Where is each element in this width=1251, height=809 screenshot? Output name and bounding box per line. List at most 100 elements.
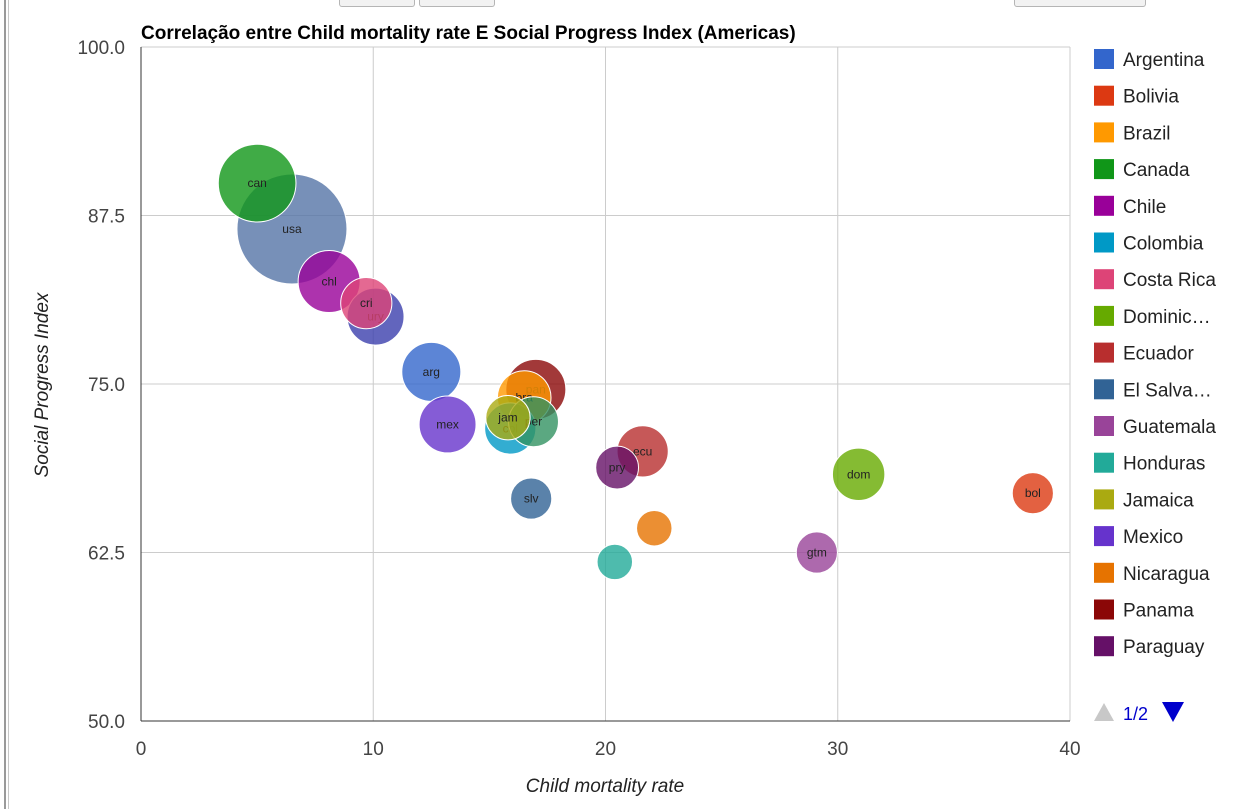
window-frame-inner [8, 0, 9, 809]
gridlines [140, 46, 1071, 722]
bubble-circle[interactable] [1011, 472, 1054, 515]
legend-item[interactable]: Colombia [1094, 232, 1204, 255]
legend-swatch [1094, 195, 1114, 216]
legend-item[interactable]: Brazil [1094, 122, 1171, 144]
bubble-circle[interactable] [795, 531, 838, 574]
legend-swatch [1094, 269, 1114, 290]
legend: Argentina Bolivia Brazil Canada Chile Colombi… [1094, 49, 1216, 658]
bubble-circle[interactable] [636, 510, 673, 547]
legend-item[interactable]: Panama [1094, 599, 1194, 622]
bubble-label: jam [497, 411, 517, 425]
legend-label: Nicaragua [1123, 564, 1210, 585]
y-tick-label: 87.5 [88, 207, 125, 228]
legend-label: Costa Rica [1123, 270, 1216, 291]
legend-swatch [1094, 159, 1114, 180]
bubble-jam[interactable]: jam [485, 395, 531, 441]
legend-swatch [1094, 452, 1114, 473]
legend-item[interactable]: Nicaragua [1094, 562, 1210, 585]
legend-swatch [1094, 562, 1114, 583]
legend-label: Ecuador [1123, 344, 1194, 365]
legend-item[interactable]: Ecuador [1094, 342, 1194, 365]
legend-swatch [1094, 49, 1114, 69]
y-axis-ticks: 50.0 62.5 75.0 87.5 100.0 [77, 38, 125, 733]
bubble-bol[interactable]: bol [1011, 472, 1054, 515]
bubble-circle[interactable] [340, 277, 393, 330]
pager-prev-icon[interactable] [1094, 703, 1114, 721]
bubble-label: usa [282, 222, 302, 236]
x-tick-label: 10 [363, 739, 384, 760]
bubble-label: pry [609, 461, 626, 475]
legend-label: Dominic… [1123, 307, 1211, 328]
y-tick-label: 62.5 [88, 544, 125, 565]
legend-swatch [1094, 416, 1114, 436]
legend-label: Honduras [1123, 454, 1205, 475]
bubble-label: bol [1025, 486, 1041, 500]
x-axis-title: Child mortality rate [526, 776, 684, 797]
bubble-gtm[interactable]: gtm [795, 531, 838, 574]
legend-swatch [1094, 636, 1114, 657]
bubble-circle[interactable] [595, 445, 640, 490]
legend-item[interactable]: Canada [1094, 159, 1190, 181]
legend-label: Guatemala [1123, 417, 1216, 438]
legend-item[interactable]: Costa Rica [1094, 269, 1216, 291]
bubble-dom[interactable]: dom [831, 447, 886, 502]
bubble-can[interactable]: can [217, 143, 297, 223]
bubble-unlabeled[interactable] [636, 510, 673, 547]
legend-item[interactable]: Argentina [1094, 49, 1205, 71]
bubble-circle[interactable] [418, 395, 477, 454]
legend-item[interactable]: Paraguay [1094, 636, 1205, 658]
y-tick-label: 100.0 [77, 38, 125, 59]
bubble-label: dom [847, 467, 870, 481]
legend-item[interactable]: Honduras [1094, 452, 1205, 475]
legend-swatch [1094, 122, 1114, 143]
toolbar-tab-stub-1 [339, 0, 415, 7]
legend-label: Chile [1123, 197, 1166, 218]
legend-item[interactable]: Dominic… [1094, 305, 1211, 328]
bubble-circle[interactable] [485, 395, 531, 441]
bubble-arg[interactable]: arg [401, 341, 462, 402]
legend-swatch [1094, 526, 1114, 547]
legend-label: Jamaica [1123, 490, 1194, 511]
bubble-circle[interactable] [831, 447, 886, 502]
bubble-label: chl [321, 275, 336, 289]
bubble-circle[interactable] [510, 477, 553, 520]
bubble-cri[interactable]: cri [340, 277, 393, 330]
legend-item[interactable]: Jamaica [1094, 489, 1194, 511]
legend-label: Canada [1123, 160, 1190, 181]
bubble-label: can [247, 176, 266, 190]
legend-swatch [1094, 379, 1114, 400]
x-tick-label: 0 [136, 739, 147, 760]
legend-item[interactable]: Guatemala [1094, 416, 1216, 438]
bubble-label: mex [436, 417, 459, 431]
chart-title: Correlação entre Child mortality rate E … [141, 23, 796, 44]
legend-label: Bolivia [1123, 87, 1179, 108]
bubble-label: gtm [807, 546, 827, 560]
bubble-circle[interactable] [596, 543, 634, 581]
legend-item[interactable]: Mexico [1094, 526, 1183, 548]
pager-next-icon[interactable] [1162, 702, 1184, 722]
bubble-mex[interactable]: mex [418, 395, 477, 454]
legend-label: Mexico [1123, 527, 1183, 548]
bubble-circle[interactable] [217, 143, 297, 223]
legend-item[interactable]: Bolivia [1094, 85, 1179, 108]
window-frame-left [4, 0, 6, 809]
legend-item[interactable]: El Salva… [1094, 379, 1212, 401]
legend-swatch [1094, 342, 1114, 363]
bubble-slv[interactable]: slv [510, 477, 553, 520]
legend-swatch [1094, 305, 1114, 326]
bubble-unlabeled[interactable] [596, 543, 634, 581]
bubble-pry[interactable]: pry [595, 445, 640, 490]
top-toolbar-strip [9, 0, 1251, 14]
y-axis-title: Social Progress Index [32, 291, 53, 477]
y-tick-label: 50.0 [88, 712, 125, 733]
legend-item[interactable]: Chile [1094, 195, 1166, 218]
toolbar-tab-stub-3 [1014, 0, 1146, 7]
legend-pager: 1/2 [1094, 702, 1184, 724]
toolbar-tab-stub-2 [419, 0, 495, 7]
x-axis-ticks: 0 10 20 30 40 [136, 739, 1081, 760]
legend-label: Argentina [1123, 50, 1205, 71]
pager-label: 1/2 [1123, 704, 1148, 724]
legend-label: Brazil [1123, 123, 1171, 144]
legend-swatch [1094, 599, 1114, 620]
